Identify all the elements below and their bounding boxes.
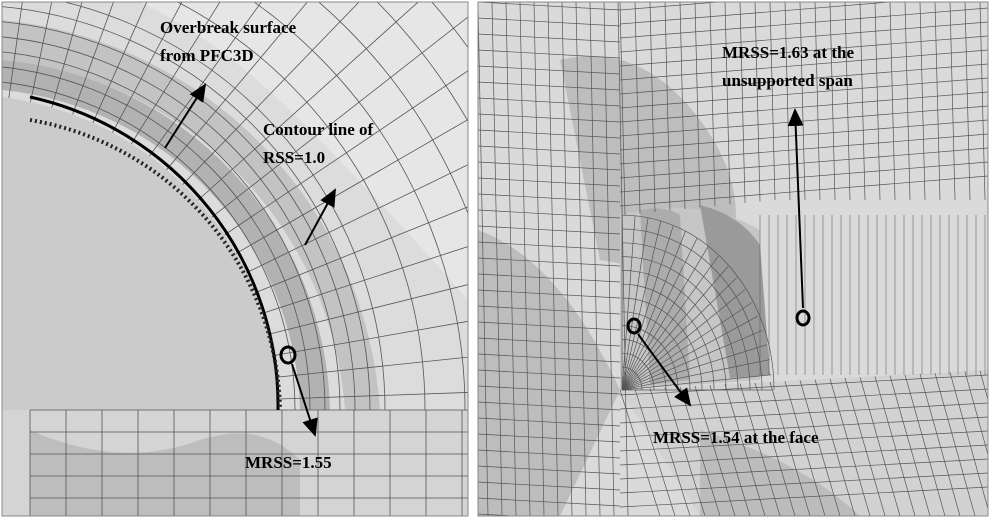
annotation: unsupported span <box>722 71 853 90</box>
annotation: MRSS=1.54 at the face <box>653 428 819 447</box>
annotation: from PFC3D <box>160 46 254 65</box>
annotation: MRSS=1.55 <box>245 453 332 472</box>
figure: Overbreak surface from PFC3D Contour lin… <box>0 0 990 518</box>
annotation: RSS=1.0 <box>263 148 325 167</box>
annotation: MRSS=1.63 at the <box>722 43 854 62</box>
right-panel: MRSS=1.63 at the unsupported span MRSS=1… <box>478 0 990 518</box>
annotation: Overbreak surface <box>160 18 297 37</box>
annotation: Contour line of <box>263 120 374 139</box>
